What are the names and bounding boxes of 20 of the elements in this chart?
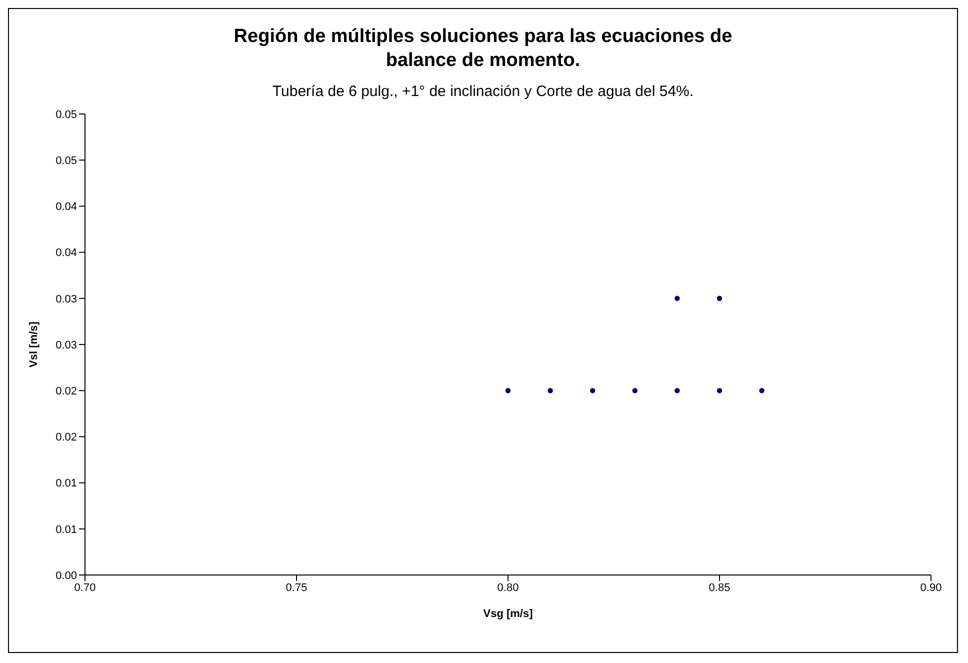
x-tick-label: 0.80 xyxy=(497,582,519,594)
x-tick-label: 0.85 xyxy=(708,582,730,594)
y-tick-label: 0.02 xyxy=(56,432,77,444)
y-tick-label: 0.03 xyxy=(56,293,77,306)
chart-title: Región de múltiples soluciones para las ecuaciones de balance de momento. xyxy=(232,25,734,73)
y-tick-label: 0.04 xyxy=(56,247,77,260)
y-tick-label: 0.02 xyxy=(56,386,77,398)
y-tick-label: 0.04 xyxy=(56,201,77,214)
x-axis-title: Vsg [m/s] xyxy=(483,608,534,620)
chart-subtitle: Tubería de 6 pulg., +1° de inclinación y Corte de agua del 54%. xyxy=(271,83,695,100)
x-tick-label: 0.70 xyxy=(74,582,96,594)
y-tick-label: 0.01 xyxy=(56,478,77,490)
y-tick-label: 0.03 xyxy=(56,339,77,352)
y-tick-label: 0.05 xyxy=(56,155,77,168)
y-tick-label: 0.05 xyxy=(56,108,77,121)
y-tick-label: 0.01 xyxy=(56,524,77,536)
y-axis-title: Vsl [m/s] xyxy=(28,321,40,368)
y-tick-label: 0.00 xyxy=(56,570,77,582)
x-tick-label: 0.90 xyxy=(920,582,942,594)
x-tick-label: 0.75 xyxy=(286,582,308,594)
